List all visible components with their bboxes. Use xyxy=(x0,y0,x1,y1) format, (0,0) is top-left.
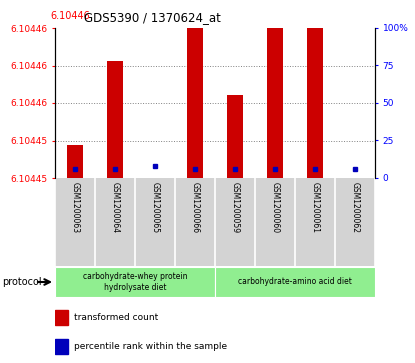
Bar xyxy=(67,145,83,220)
Text: GSM1200059: GSM1200059 xyxy=(230,182,239,233)
Text: GSM1200065: GSM1200065 xyxy=(151,182,159,233)
Bar xyxy=(227,95,243,220)
Bar xyxy=(267,28,283,220)
Bar xyxy=(307,28,323,220)
Text: carbohydrate-whey protein
hydrolysate diet: carbohydrate-whey protein hydrolysate di… xyxy=(83,272,187,292)
Text: GSM1200064: GSM1200064 xyxy=(110,182,120,233)
Text: GSM1200062: GSM1200062 xyxy=(351,182,359,233)
Bar xyxy=(107,61,123,220)
Text: transformed count: transformed count xyxy=(74,313,159,322)
Text: GSM1200061: GSM1200061 xyxy=(310,182,320,233)
Text: percentile rank within the sample: percentile rank within the sample xyxy=(74,342,227,351)
Text: GSM1200063: GSM1200063 xyxy=(71,182,80,233)
Text: carbohydrate-amino acid diet: carbohydrate-amino acid diet xyxy=(238,277,352,286)
Bar xyxy=(55,267,215,297)
Text: GDS5390 / 1370624_at: GDS5390 / 1370624_at xyxy=(84,11,221,24)
Bar xyxy=(187,28,203,220)
Text: GSM1200060: GSM1200060 xyxy=(271,182,279,233)
Bar xyxy=(55,310,68,325)
Text: 6.10446: 6.10446 xyxy=(51,11,90,21)
Text: GSM1200066: GSM1200066 xyxy=(190,182,200,233)
Bar xyxy=(55,339,68,354)
Bar xyxy=(215,267,375,297)
Text: protocol: protocol xyxy=(2,277,42,287)
